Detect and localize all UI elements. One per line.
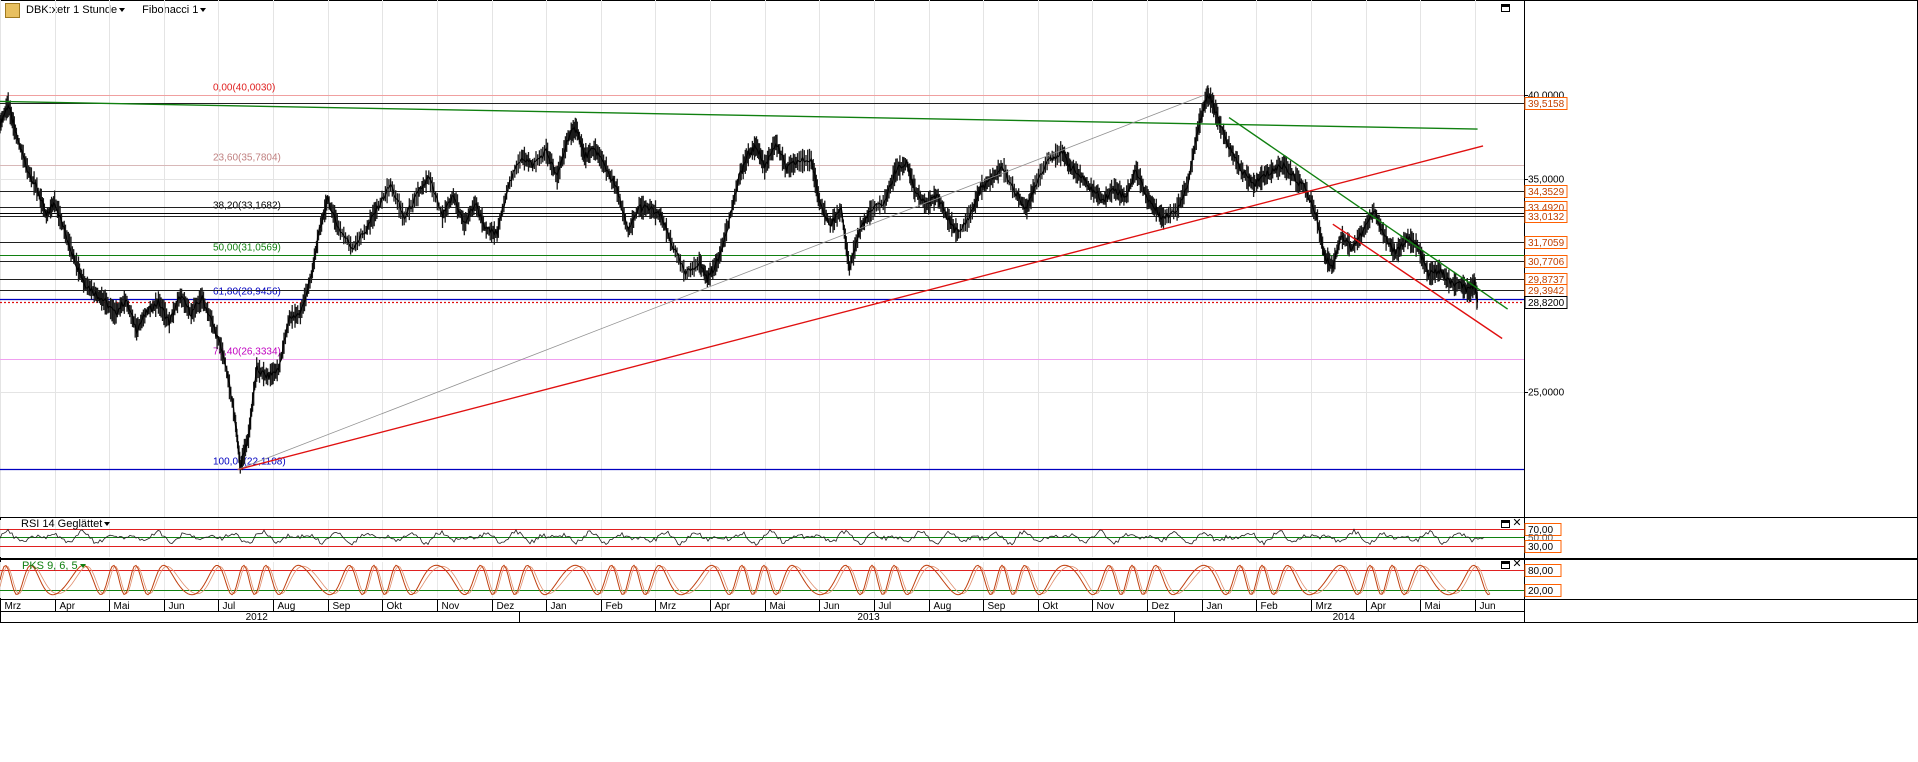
chevron-down-icon: [119, 8, 126, 13]
pks-level-label: 20,00: [1528, 586, 1553, 597]
fib-level-label: 50,00(31,0569): [213, 243, 281, 254]
price-panel-frame: [0, 0, 1918, 518]
maximize-main-icon[interactable]: [1501, 4, 1510, 12]
price-line: [0, 93, 1479, 467]
fib-level-label: 23,60(35,7804): [213, 153, 281, 164]
trend-line-red: [1332, 223, 1503, 340]
rsi-level-box: [1524, 523, 1562, 536]
price-level-label: 29,8737: [1528, 275, 1565, 286]
month-tick-label: Jun: [824, 601, 840, 612]
chevron-down-icon: [200, 8, 207, 13]
month-tick-label: Nov: [1097, 601, 1115, 612]
price-level-label: 33,4920: [1528, 203, 1565, 214]
month-tick-label: Mrz: [1316, 601, 1333, 612]
pks-title-text: PKS 9, 6, 5: [22, 560, 78, 572]
month-tick-label: Sep: [333, 601, 351, 612]
pks-signal-line: [0, 565, 1491, 595]
maximize-rsi-icon[interactable]: [1501, 520, 1510, 528]
price-label-box: [1524, 236, 1568, 249]
month-tick-label: Apr: [60, 601, 76, 612]
month-tick-label: Nov: [442, 601, 460, 612]
price-level-label: 29,3942: [1528, 286, 1565, 297]
month-tick-label: Mai: [770, 601, 786, 612]
chart-header: DBK:xetr 1 Stunde Fibonacci 1: [26, 2, 207, 18]
month-tick-label: Jul: [879, 601, 892, 612]
price-tick-label: 25,0000: [1528, 388, 1565, 399]
rsi-title-text: RSI 14 Geglättet: [21, 518, 103, 530]
month-tick-label: Mrz: [660, 601, 677, 612]
month-tick-label: Aug: [934, 601, 952, 612]
month-tick-label: Sep: [988, 601, 1006, 612]
tool-label: Fibonacci 1: [142, 4, 199, 16]
rsi-level-label: 50,00: [1528, 533, 1553, 544]
fib-level-label: 38,20(33,1682): [213, 201, 281, 212]
month-tick-label: Mrz: [5, 601, 22, 612]
month-tick-label: Okt: [1043, 601, 1059, 612]
price-level-label: 39,5158: [1528, 99, 1565, 110]
month-tick-label: Dez: [497, 601, 515, 612]
month-tick-label: Mai: [1425, 601, 1441, 612]
rsi-title[interactable]: RSI 14 Geglättet: [21, 518, 111, 530]
close-pks-icon[interactable]: ✕: [1512, 558, 1522, 570]
month-tick-label: Feb: [606, 601, 624, 612]
month-tick-label: Mai: [114, 601, 130, 612]
price-label-box: [1524, 296, 1568, 309]
year-label: 2013: [857, 612, 880, 623]
price-label-box: [1524, 210, 1568, 223]
month-tick-label: Jun: [169, 601, 185, 612]
price-level-label: 28,8200: [1528, 298, 1565, 309]
trend-line-gray: [237, 94, 1205, 470]
rsi-level-label: 30,00: [1528, 542, 1553, 553]
symbol-selector[interactable]: DBK:xetr 1 Stunde: [26, 4, 126, 16]
month-tick-label: Jan: [1207, 601, 1223, 612]
pks-level-box: [1524, 584, 1562, 597]
price-tick-label: 40,0000: [1528, 91, 1565, 102]
month-tick-label: Feb: [1261, 601, 1279, 612]
price-level-label: 30,7706: [1528, 257, 1565, 268]
month-tick-label: Jul: [223, 601, 236, 612]
fib-level-label: 61,80(28,9456): [213, 287, 281, 298]
month-tick-label: Apr: [1371, 601, 1387, 612]
month-tick-label: Aug: [278, 601, 296, 612]
pks-line: [0, 564, 1491, 596]
price-level-label: 34,3529: [1528, 187, 1565, 198]
chevron-down-icon: [79, 564, 86, 569]
price-tick-label: 35,0000: [1528, 175, 1565, 186]
symbol-label: DBK:xetr 1 Stunde: [26, 4, 118, 16]
price-label-box: [1524, 255, 1568, 268]
trend-line-green: [1228, 116, 1509, 310]
fib-level-label: 100,00(22,1108): [213, 457, 286, 468]
month-tick-label: Dez: [1152, 601, 1170, 612]
price-level-label: 31,7059: [1528, 238, 1565, 249]
pks-title[interactable]: PKS 9, 6, 5: [22, 560, 86, 572]
rsi-level-label: 70,00: [1528, 525, 1553, 536]
month-tick-label: Jan: [551, 601, 567, 612]
trend-line-red: [237, 145, 1484, 471]
close-rsi-icon[interactable]: ✕: [1512, 517, 1522, 529]
pks-level-box: [1524, 564, 1562, 577]
pks-level-label: 80,00: [1528, 566, 1553, 577]
month-tick-label: Apr: [715, 601, 731, 612]
chevron-down-icon: [104, 522, 111, 527]
year-label: 2012: [246, 612, 269, 623]
trend-line-green: [0, 100, 1478, 130]
fib-level-label: 0,00(40,0030): [213, 83, 275, 94]
price-label-box: [1524, 97, 1568, 110]
rsi-line: [0, 528, 1485, 546]
price-label-box: [1524, 185, 1568, 198]
month-tick-label: Okt: [387, 601, 403, 612]
app-logo-icon: [5, 3, 20, 18]
price-level-label: 33,0132: [1528, 212, 1565, 223]
fib-level-label: 78,40(26,3334): [213, 347, 281, 358]
rsi-level-box: [1524, 540, 1562, 553]
year-label: 2014: [1333, 612, 1356, 623]
maximize-pks-icon[interactable]: [1501, 561, 1510, 569]
month-tick-label: Jun: [1480, 601, 1496, 612]
tool-selector[interactable]: Fibonacci 1: [142, 4, 207, 16]
